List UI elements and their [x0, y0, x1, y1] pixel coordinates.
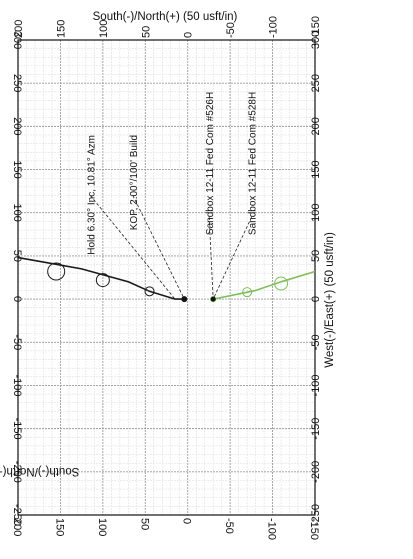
tick-label-we-right: 200	[310, 117, 322, 135]
tick-label-ns-bottom: 50	[138, 518, 150, 530]
tick-label-we-left: 150	[11, 160, 23, 178]
well-path-marker	[48, 263, 65, 280]
tick-labels: 200 200 150 150 100 100 50 50 0 0 -50 -50 -100 -100 -1…	[11, 16, 322, 540]
tick-label-we-left: 250	[11, 74, 23, 92]
tick-label-we-right: -100	[310, 374, 322, 396]
tick-label-we-left: 50	[11, 250, 23, 262]
tick-label-ns-top: 150	[55, 20, 67, 38]
annotation-label: Sandbox 12-11 Fed Com #526H	[205, 92, 216, 235]
top-axis-title: South(-)/North(+) (50 usft/in)	[93, 11, 238, 23]
tick-label-we-left: 300	[11, 31, 23, 49]
annotation-label: KOP, 2.00°/100' Build	[129, 135, 140, 230]
tick-label-ns-top: -50	[225, 22, 237, 38]
tick-label-we-left: -250	[11, 504, 23, 526]
tick-label-we-left: -150	[11, 418, 23, 440]
tick-label-we-right: 150	[310, 160, 322, 178]
tick-label-ns-bottom: 0	[181, 518, 193, 524]
tick-label-we-right: 100	[310, 204, 322, 222]
tick-label-we-right: 0	[310, 296, 322, 302]
annotation-leader-line	[133, 195, 185, 299]
tick-label-we-left: 200	[11, 117, 23, 135]
tick-label-we-right: -200	[310, 461, 322, 483]
tick-label-ns-top: 100	[98, 20, 110, 38]
tick-label-we-right: -250	[310, 504, 322, 526]
tick-label-ns-bottom: -100	[266, 518, 278, 540]
well-path-line-1	[18, 258, 184, 300]
bottom-axis-title: West(-)/East(+) (50 usft/in)	[324, 232, 336, 368]
tick-label-ns-top: -100	[268, 16, 280, 38]
annotation-leader-line	[213, 217, 251, 299]
annotation-label: Sandbox 12-11 Fed Com #528H	[248, 92, 259, 235]
tick-label-we-right: 300	[310, 31, 322, 49]
tick-label-we-right: 250	[310, 74, 322, 92]
tick-label-we-right: -50	[310, 334, 322, 350]
tick-label-ns-bottom: -50	[223, 518, 235, 534]
tick-label-ns-bottom: 100	[96, 518, 108, 536]
tick-label-we-left: -200	[11, 461, 23, 483]
annotation-label: Hold 6.30° Inc, 10.81° Azm	[86, 135, 97, 255]
tick-label-we-left: -100	[11, 374, 23, 396]
tick-label-ns-top: 50	[140, 26, 152, 38]
tick-label-we-left: 100	[11, 204, 23, 222]
tick-label-ns-bottom: 150	[53, 518, 65, 536]
tick-label-we-right: 50	[310, 250, 322, 262]
tick-label-we-left: 0	[11, 296, 23, 302]
tick-label-we-left: -50	[11, 334, 23, 350]
tick-label-we-right: -150	[310, 418, 322, 440]
tick-label-ns-top: 0	[183, 32, 195, 38]
well-paths	[18, 258, 315, 302]
